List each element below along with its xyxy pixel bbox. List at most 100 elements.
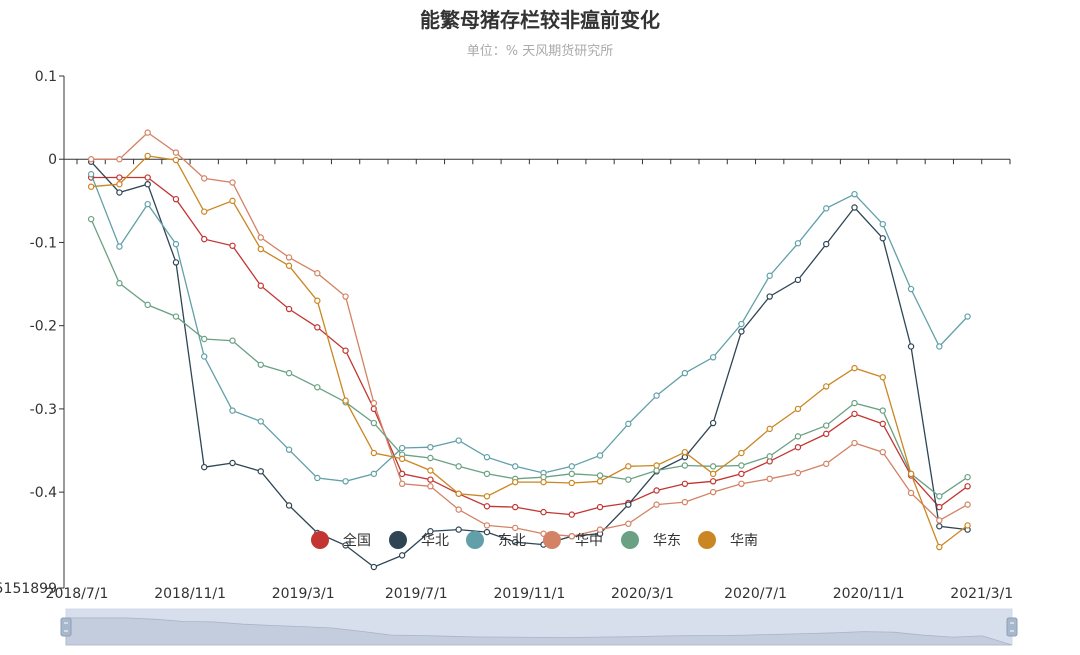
data-point[interactable]	[427, 454, 434, 462]
data-point[interactable]	[144, 200, 151, 208]
data-point[interactable]	[483, 503, 491, 510]
data-point[interactable]	[625, 501, 632, 508]
data-point[interactable]	[398, 455, 406, 463]
data-point[interactable]	[229, 459, 236, 467]
data-point[interactable]	[512, 463, 519, 470]
data-point[interactable]	[398, 444, 406, 452]
data-point[interactable]	[483, 493, 491, 500]
data-point[interactable]	[342, 347, 349, 354]
data-point[interactable]	[116, 189, 123, 196]
data-point[interactable]	[709, 354, 717, 361]
zoom-handle-right[interactable]	[1006, 617, 1018, 637]
legend-item-华东[interactable]: 华东	[621, 531, 681, 549]
legend-item-华北[interactable]: 华北	[389, 531, 449, 549]
data-point[interactable]	[427, 467, 434, 474]
data-point[interactable]	[512, 503, 519, 511]
data-point[interactable]	[257, 282, 264, 289]
data-point[interactable]	[568, 479, 575, 487]
zoom-handle-grip[interactable]	[1006, 617, 1018, 637]
data-point[interactable]	[116, 174, 123, 181]
data-point[interactable]	[455, 506, 462, 513]
data-point[interactable]	[144, 301, 151, 309]
data-point[interactable]	[936, 543, 943, 551]
data-point[interactable]	[653, 392, 660, 399]
data-point[interactable]	[681, 448, 689, 456]
data-point[interactable]	[851, 410, 858, 418]
data-point[interactable]	[709, 463, 717, 470]
data-point[interactable]	[794, 276, 802, 284]
data-point[interactable]	[172, 313, 180, 320]
data-point[interactable]	[681, 498, 689, 506]
data-point[interactable]	[907, 470, 915, 478]
data-point[interactable]	[201, 335, 208, 343]
data-point[interactable]	[201, 353, 208, 360]
data-point[interactable]	[257, 468, 264, 475]
data-point[interactable]	[681, 462, 689, 469]
data-point[interactable]	[653, 501, 660, 508]
data-point[interactable]	[794, 443, 802, 451]
data-point[interactable]	[738, 320, 745, 328]
data-point[interactable]	[653, 462, 660, 469]
data-point[interactable]	[596, 526, 604, 533]
data-point[interactable]	[172, 240, 180, 248]
data-point[interactable]	[738, 470, 745, 478]
data-point[interactable]	[342, 542, 349, 549]
data-point[interactable]	[229, 242, 236, 249]
data-point[interactable]	[144, 174, 151, 181]
legend-item-全国[interactable]: 全国	[311, 531, 371, 549]
legend-item-华中[interactable]: 华中	[543, 531, 603, 549]
data-point[interactable]	[738, 449, 745, 457]
data-point[interactable]	[794, 405, 802, 413]
data-point[interactable]	[427, 528, 434, 535]
data-point[interactable]	[229, 179, 236, 186]
data-point[interactable]	[738, 328, 745, 335]
data-point[interactable]	[625, 520, 632, 527]
data-point[interactable]	[314, 324, 321, 331]
data-point[interactable]	[568, 533, 575, 540]
data-point[interactable]	[370, 470, 378, 478]
data-point[interactable]	[766, 293, 773, 300]
data-point[interactable]	[766, 425, 773, 433]
legend-item-东北[interactable]: 东北	[466, 531, 526, 549]
data-zoom-slider[interactable]	[60, 608, 1018, 646]
legend-item-华南[interactable]: 华南	[698, 531, 758, 549]
data-point[interactable]	[936, 493, 943, 500]
data-point[interactable]	[342, 478, 349, 485]
data-point[interactable]	[879, 220, 886, 228]
data-point[interactable]	[257, 234, 264, 241]
data-point[interactable]	[172, 156, 180, 164]
data-point[interactable]	[879, 420, 886, 428]
data-point[interactable]	[455, 490, 462, 497]
data-point[interactable]	[201, 208, 208, 215]
data-point[interactable]	[936, 517, 943, 524]
data-point[interactable]	[229, 197, 236, 205]
data-point[interactable]	[201, 235, 208, 243]
data-point[interactable]	[512, 524, 519, 532]
data-point[interactable]	[116, 280, 123, 287]
data-point[interactable]	[681, 480, 689, 488]
data-point[interactable]	[314, 270, 321, 277]
data-point[interactable]	[794, 240, 802, 247]
data-point[interactable]	[116, 243, 123, 250]
data-point[interactable]	[172, 259, 180, 266]
data-point[interactable]	[823, 460, 830, 468]
data-point[interactable]	[512, 478, 519, 486]
data-point[interactable]	[116, 180, 123, 188]
data-point[interactable]	[87, 215, 95, 223]
legend[interactable]: 全国 华北 东北 华中 华东 华南	[311, 531, 758, 549]
data-point[interactable]	[907, 285, 915, 293]
data-point[interactable]	[964, 313, 971, 320]
data-point[interactable]	[766, 453, 773, 460]
data-point[interactable]	[936, 343, 943, 350]
data-point[interactable]	[851, 399, 858, 407]
data-point[interactable]	[483, 522, 491, 529]
data-point[interactable]	[229, 407, 236, 414]
zoom-handle-left[interactable]	[60, 617, 72, 637]
data-point[interactable]	[172, 195, 180, 203]
data-point[interactable]	[879, 374, 886, 381]
data-point[interactable]	[879, 407, 886, 414]
data-point[interactable]	[314, 474, 321, 482]
data-point[interactable]	[568, 463, 575, 470]
data-point[interactable]	[823, 383, 830, 390]
data-point[interactable]	[285, 446, 293, 453]
